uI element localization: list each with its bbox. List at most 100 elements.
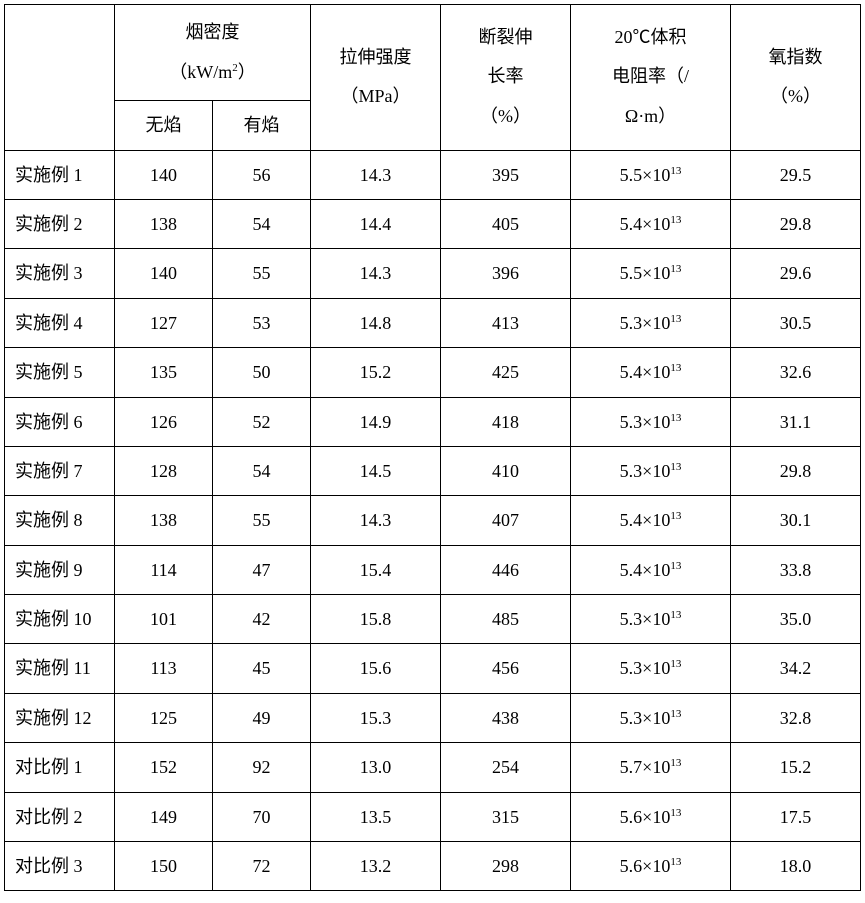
cell-tensile: 14.4	[311, 199, 441, 248]
cell-flame: 72	[213, 842, 311, 891]
resistivity-exponent: 13	[670, 609, 681, 621]
resistivity-value: 5.3×10	[620, 609, 671, 629]
cell-flame: 47	[213, 545, 311, 594]
smoke-density-title: 烟密度	[186, 22, 240, 42]
cell-flame: 55	[213, 249, 311, 298]
cell-tensile: 14.9	[311, 397, 441, 446]
cell-elongation: 298	[441, 842, 571, 891]
resistivity-exponent: 13	[670, 313, 681, 325]
resistivity-value: 5.6×10	[620, 856, 671, 876]
cell-resistivity: 5.7×1013	[571, 743, 731, 792]
row-label: 实施例 11	[5, 644, 115, 693]
cell-tensile: 14.3	[311, 496, 441, 545]
row-label: 对比例 1	[5, 743, 115, 792]
cell-resistivity: 5.6×1013	[571, 792, 731, 841]
header-row-1: 烟密度 （kW/m2） 拉伸强度 （MPa） 断裂伸 长率 （%） 20℃体积 …	[5, 5, 861, 101]
table-row: 实施例 31405514.33965.5×101329.6	[5, 249, 861, 298]
cell-oxygen: 31.1	[731, 397, 861, 446]
cell-elongation: 396	[441, 249, 571, 298]
table-body: 实施例 11405614.33955.5×101329.5实施例 2138541…	[5, 150, 861, 891]
table-row: 实施例 91144715.44465.4×101333.8	[5, 545, 861, 594]
resistivity-value: 5.4×10	[620, 362, 671, 382]
cell-oxygen: 15.2	[731, 743, 861, 792]
resistivity-value: 5.5×10	[620, 165, 671, 185]
table-row: 实施例 11405614.33955.5×101329.5	[5, 150, 861, 199]
resistivity-exponent: 13	[670, 560, 681, 572]
cell-flame: 55	[213, 496, 311, 545]
cell-resistivity: 5.3×1013	[571, 397, 731, 446]
cell-tensile: 14.5	[311, 446, 441, 495]
cell-noflame: 140	[115, 150, 213, 199]
resistivity-value: 5.3×10	[620, 412, 671, 432]
cell-flame: 50	[213, 348, 311, 397]
resistivity-value: 5.7×10	[620, 757, 671, 777]
cell-noflame: 128	[115, 446, 213, 495]
resistivity-l3: Ω·m）	[625, 106, 676, 126]
cell-elongation: 405	[441, 199, 571, 248]
cell-oxygen: 29.8	[731, 446, 861, 495]
cell-noflame: 152	[115, 743, 213, 792]
resistivity-value: 5.4×10	[620, 510, 671, 530]
header-no-flame: 无焰	[115, 101, 213, 150]
resistivity-value: 5.3×10	[620, 708, 671, 728]
resistivity-value: 5.3×10	[620, 461, 671, 481]
cell-elongation: 410	[441, 446, 571, 495]
table-row: 实施例 51355015.24255.4×101332.6	[5, 348, 861, 397]
header-tensile: 拉伸强度 （MPa）	[311, 5, 441, 151]
oxygen-l1: 氧指数	[769, 47, 823, 67]
cell-resistivity: 5.4×1013	[571, 545, 731, 594]
cell-resistivity: 5.3×1013	[571, 298, 731, 347]
cell-elongation: 446	[441, 545, 571, 594]
header-elongation: 断裂伸 长率 （%）	[441, 5, 571, 151]
cell-oxygen: 18.0	[731, 842, 861, 891]
resistivity-value: 5.4×10	[620, 214, 671, 234]
row-label: 实施例 2	[5, 199, 115, 248]
resistivity-value: 5.3×10	[620, 658, 671, 678]
materials-data-table: 烟密度 （kW/m2） 拉伸强度 （MPa） 断裂伸 长率 （%） 20℃体积 …	[4, 4, 861, 891]
cell-oxygen: 33.8	[731, 545, 861, 594]
cell-tensile: 15.4	[311, 545, 441, 594]
cell-oxygen: 30.1	[731, 496, 861, 545]
header-smoke-density: 烟密度 （kW/m2）	[115, 5, 311, 101]
cell-tensile: 15.3	[311, 693, 441, 742]
resistivity-value: 5.4×10	[620, 560, 671, 580]
table-row: 对比例 21497013.53155.6×101317.5	[5, 792, 861, 841]
table-row: 实施例 111134515.64565.3×101334.2	[5, 644, 861, 693]
table-row: 实施例 101014215.84855.3×101335.0	[5, 595, 861, 644]
row-label: 实施例 7	[5, 446, 115, 495]
cell-tensile: 15.2	[311, 348, 441, 397]
oxygen-l2: （%）	[770, 86, 821, 106]
cell-tensile: 15.6	[311, 644, 441, 693]
elongation-l2: 长率	[488, 66, 524, 86]
cell-resistivity: 5.5×1013	[571, 150, 731, 199]
cell-flame: 56	[213, 150, 311, 199]
resistivity-exponent: 13	[670, 214, 681, 226]
cell-tensile: 13.5	[311, 792, 441, 841]
cell-elongation: 254	[441, 743, 571, 792]
cell-oxygen: 29.5	[731, 150, 861, 199]
header-resistivity: 20℃体积 电阻率（/ Ω·m）	[571, 5, 731, 151]
header-with-flame: 有焰	[213, 101, 311, 150]
cell-oxygen: 32.8	[731, 693, 861, 742]
resistivity-exponent: 13	[670, 461, 681, 473]
resistivity-l1: 20℃体积	[615, 27, 687, 47]
row-label: 实施例 8	[5, 496, 115, 545]
cell-flame: 54	[213, 199, 311, 248]
cell-resistivity: 5.6×1013	[571, 842, 731, 891]
cell-noflame: 127	[115, 298, 213, 347]
resistivity-l2: 电阻率（/	[612, 66, 689, 86]
cell-flame: 70	[213, 792, 311, 841]
cell-noflame: 135	[115, 348, 213, 397]
row-label: 实施例 3	[5, 249, 115, 298]
resistivity-exponent: 13	[670, 165, 681, 177]
cell-elongation: 315	[441, 792, 571, 841]
row-label: 实施例 6	[5, 397, 115, 446]
cell-elongation: 438	[441, 693, 571, 742]
row-label: 实施例 10	[5, 595, 115, 644]
cell-noflame: 126	[115, 397, 213, 446]
cell-tensile: 14.8	[311, 298, 441, 347]
row-label: 对比例 2	[5, 792, 115, 841]
smoke-density-unit-pre: （kW/m	[169, 62, 232, 82]
cell-elongation: 413	[441, 298, 571, 347]
cell-oxygen: 29.6	[731, 249, 861, 298]
